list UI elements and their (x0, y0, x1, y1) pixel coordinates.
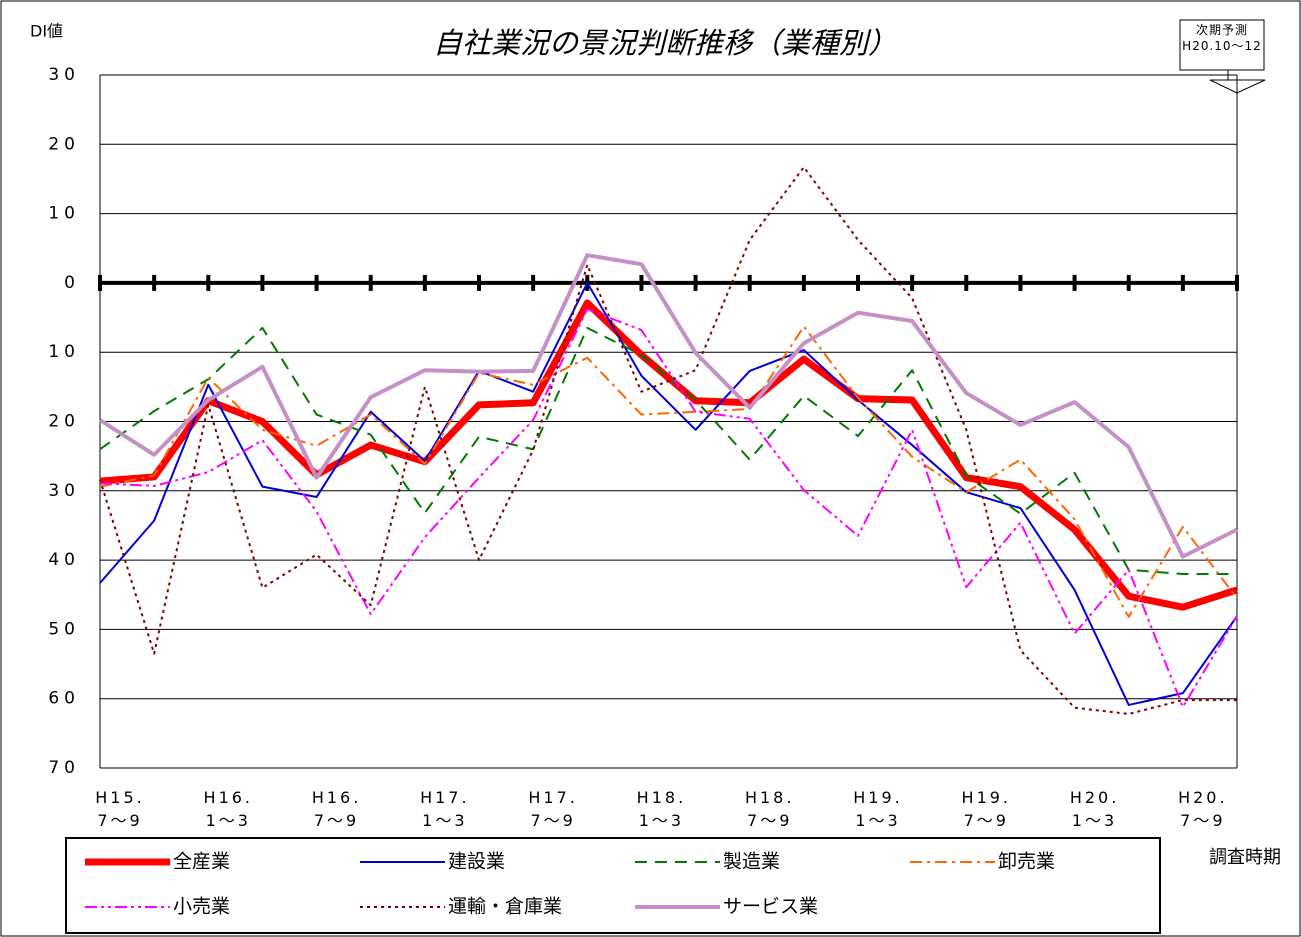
legend-label: サービス業 (723, 896, 818, 918)
legend-label: 全産業 (173, 851, 230, 873)
x-tick-label: H20. 7～9 (1178, 788, 1228, 830)
y-tick-label: 0 (64, 273, 80, 293)
y-tick-label: 30 (48, 65, 80, 85)
x-tick-label: H17. 7～9 (528, 788, 578, 830)
series-line (99, 166, 1237, 715)
legend-label: 製造業 (723, 851, 780, 873)
y-tick-label: 60 (48, 689, 80, 709)
legend-box (65, 837, 1161, 934)
series-line (99, 281, 1238, 706)
legend-label: 卸売業 (998, 851, 1055, 873)
y-tick-label: 50 (48, 619, 80, 639)
series-line (98, 253, 1238, 559)
x-tick-label: H16. 7～9 (311, 788, 362, 830)
x-tick-label: H18. 7～9 (744, 788, 795, 830)
chart-title: 自社業況の景況判断推移（業種別） (433, 26, 897, 60)
y-tick-label: 20 (48, 134, 80, 154)
x-tick-label: H18. 1～3 (636, 788, 687, 830)
legend-label: 運輸・倉庫業 (448, 896, 562, 918)
x-tick-label: H15. 7～9 (95, 788, 145, 830)
x-tick-label: H19. 7～9 (961, 788, 1012, 830)
annotation-box (1179, 19, 1265, 71)
y-tick-label: 40 (48, 550, 80, 570)
series-line (99, 308, 1238, 709)
x-tick-label: H20. 1～3 (1069, 788, 1120, 830)
x-tick-label: H16. 1～3 (203, 788, 254, 830)
y-tick-label: 70 (48, 758, 80, 778)
annotation: 次期予測 H20.10～12 (1182, 23, 1262, 53)
y-tick-label: 20 (48, 412, 80, 432)
series-line (99, 325, 1238, 618)
series-line (99, 326, 1237, 575)
legend-label: 小売業 (173, 896, 230, 918)
x-tick-label: H19. 1～3 (853, 788, 903, 830)
y-tick-label: 30 (48, 481, 80, 501)
y-tick-label: 10 (48, 204, 80, 224)
x-tick-label: H17. 1～3 (420, 788, 470, 830)
series-line (99, 299, 1239, 611)
legend-label: 建設業 (448, 851, 505, 873)
y-axis-title: DI値 (30, 22, 63, 41)
x-axis-title: 調査時期 (1209, 847, 1281, 868)
y-tick-label: 10 (48, 342, 80, 362)
